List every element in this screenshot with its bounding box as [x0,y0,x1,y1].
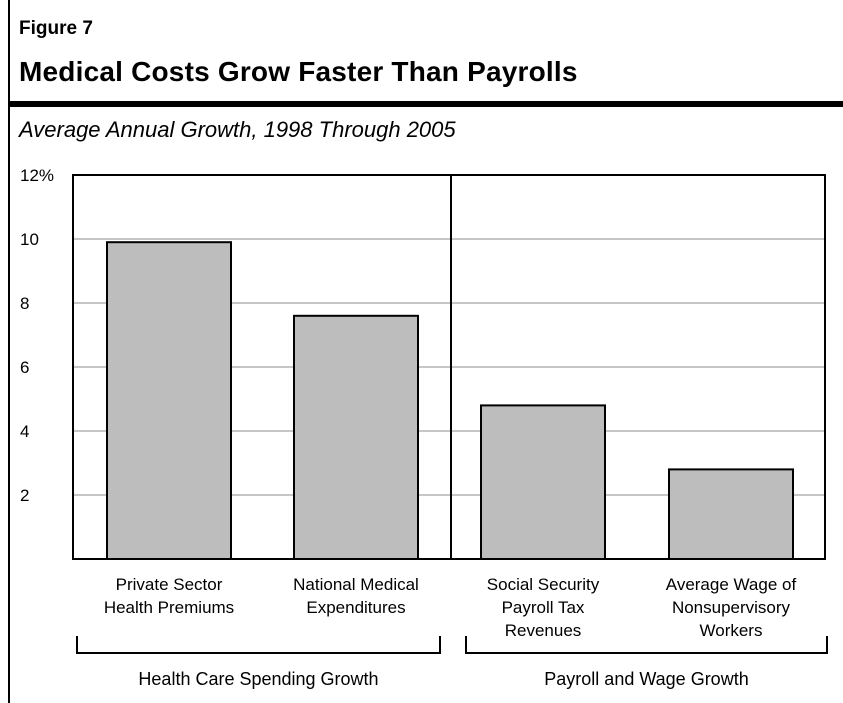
category-label: Private Sector [116,575,223,594]
category-label: Workers [700,621,763,640]
category-label: Revenues [505,621,582,640]
y-tick-label: 8 [20,294,29,313]
category-label: Social Security [487,575,600,594]
y-tick-label: 2 [20,486,29,505]
y-tick-label: 12% [20,166,54,185]
bar [293,314,419,560]
y-tick-label: 10 [20,230,39,249]
category-label: Payroll Tax [502,598,585,617]
group-bracket [76,636,441,654]
group-label: Payroll and Wage Growth [544,669,748,689]
bar [106,241,232,560]
category-label: Expenditures [306,598,405,617]
chart-subtitle: Average Annual Growth, 1998 Through 2005 [19,117,456,142]
bar [668,468,794,560]
category-label: Nonsupervisory [672,598,791,617]
figure-frame [8,0,843,703]
bar [480,404,606,560]
category-label: Health Premiums [104,598,234,617]
y-tick-label: 6 [20,358,29,377]
figure-title: Medical Costs Grow Faster Than Payrolls [19,56,578,87]
plot-area-border [72,174,826,560]
category-label: National Medical [293,575,419,594]
category-label: Average Wage of [666,575,797,594]
figure-label: Figure 7 [19,18,93,39]
y-tick-label: 4 [20,422,29,441]
group-bracket [465,636,828,654]
title-divider [8,101,843,107]
group-label: Health Care Spending Growth [138,669,378,689]
